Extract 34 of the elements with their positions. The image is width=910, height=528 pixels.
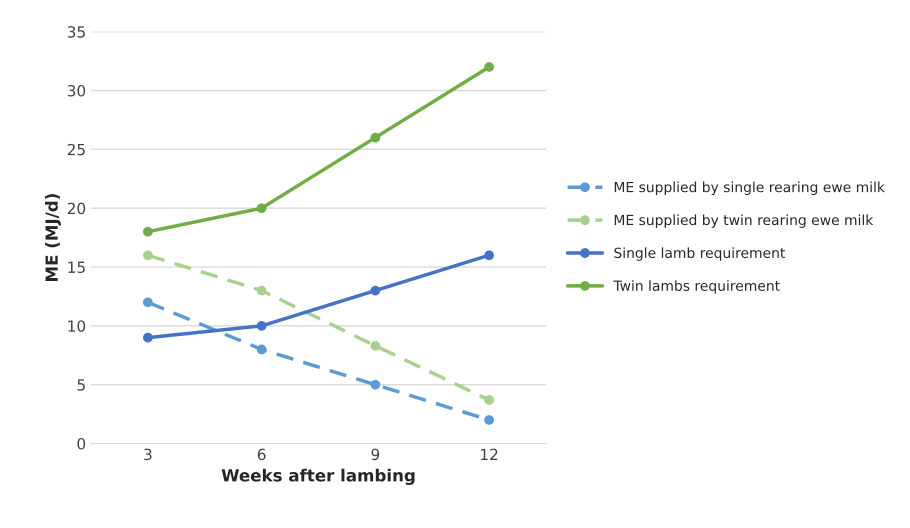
point [143,250,153,260]
y-tick-label: 10 [68,320,86,332]
legend-label: Twin lambs requirement [613,280,780,294]
y-tick-label: 5 [78,379,85,391]
y-tick-label: 25 [68,144,85,156]
legend-label: ME supplied by single rearing ewe milk [614,182,885,195]
y-tick-label: 0 [77,438,86,450]
y-tick-label: 20 [68,202,86,214]
x-tick-label: 3 [144,448,152,460]
y-tick-label: 35 [68,26,85,38]
y-axis-title: ME (MJ/d) [45,194,62,281]
x-tick-label: 9 [371,448,380,460]
x-tick-label: 6 [258,448,266,460]
point [370,340,380,351]
y-tick-label: 30 [68,84,86,97]
point [484,250,494,260]
point [484,62,494,72]
point [143,332,153,342]
point [484,415,494,425]
point [256,344,266,354]
point [143,226,153,237]
point [143,297,153,308]
x-axis-title: Weeks after lambing [222,468,414,485]
x-tick-label: 12 [481,448,498,460]
y-tick-label: 15 [68,262,85,274]
point [256,203,266,214]
point [484,395,494,405]
point [370,380,380,390]
legend-label: ME supplied by twin rearing ewe milk [614,214,874,228]
legend-label: Single lamb requirement [614,247,786,261]
point [256,286,266,296]
point [370,286,380,296]
point [370,132,380,142]
point [256,320,266,331]
